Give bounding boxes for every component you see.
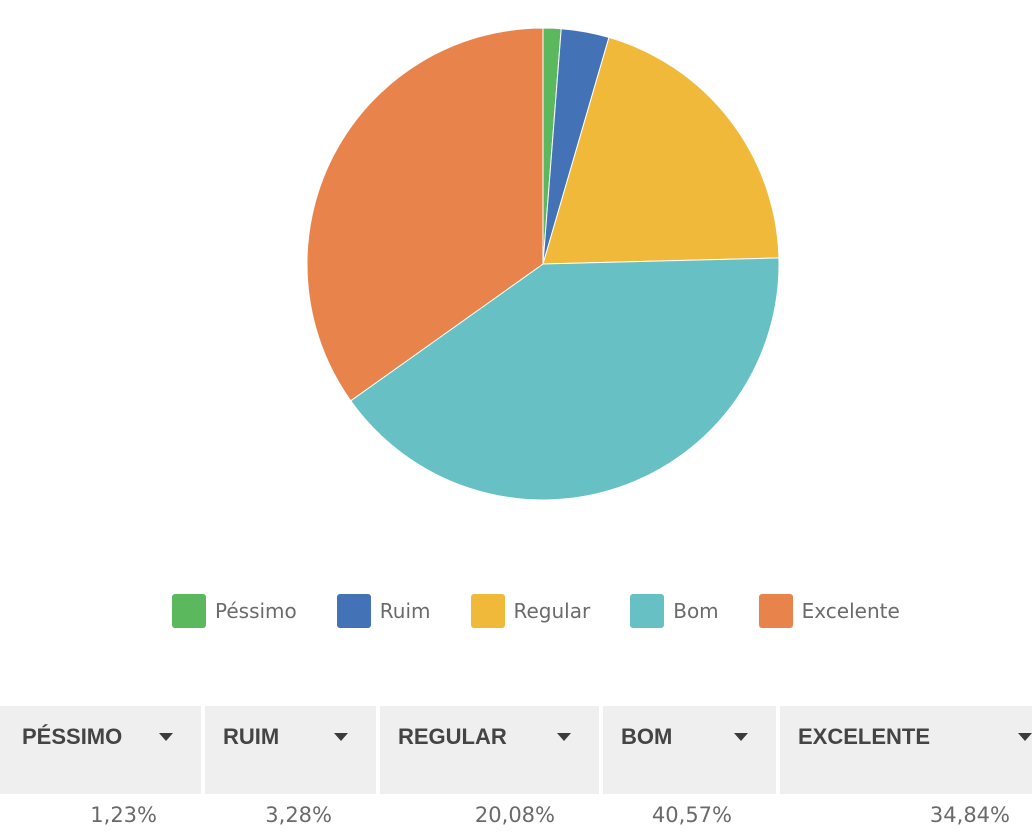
caret-down-icon[interactable] xyxy=(557,733,571,741)
column-header-excelente[interactable]: EXCELENTE xyxy=(776,706,1032,794)
legend-label-pessimo: Péssimo xyxy=(215,599,297,623)
table-cell-pessimo: 1,23% xyxy=(90,803,157,827)
table-header-row: PÉSSIMO RUIM REGULAR BOM xyxy=(0,706,1032,794)
table-cell-ruim: 3,28% xyxy=(265,803,332,827)
column-header-label: REGULAR xyxy=(398,724,507,749)
legend-label-ruim: Ruim xyxy=(379,599,431,623)
legend-swatch-bom xyxy=(630,594,665,628)
column-header-regular[interactable]: REGULAR xyxy=(376,706,601,794)
table-cell-excelente: 34,84% xyxy=(929,803,1010,827)
results-table: PÉSSIMO RUIM REGULAR BOM xyxy=(0,706,1032,836)
caret-down-icon[interactable] xyxy=(334,733,348,741)
chart-legend: Péssimo Ruim Regular Bom Excelente xyxy=(172,594,900,628)
column-header-label: BOM xyxy=(621,724,673,749)
legend-swatch-pessimo xyxy=(172,594,206,628)
legend-label-bom: Bom xyxy=(673,599,719,623)
caret-down-icon[interactable] xyxy=(159,733,173,741)
legend-swatch-excelente xyxy=(758,594,793,628)
legend-swatch-ruim xyxy=(336,594,371,628)
legend-swatch-regular xyxy=(470,594,505,628)
column-header-pessimo[interactable]: PÉSSIMO xyxy=(0,706,203,794)
legend-item-pessimo[interactable]: Péssimo xyxy=(172,594,297,628)
legend-label-regular: Regular xyxy=(513,599,591,623)
column-header-ruim[interactable]: RUIM xyxy=(201,706,378,794)
legend-item-excelente[interactable]: Excelente xyxy=(758,594,900,628)
legend-item-ruim[interactable]: Ruim xyxy=(336,594,431,628)
column-header-label: PÉSSIMO xyxy=(22,724,123,749)
pie-slice-bom[interactable] xyxy=(349,257,780,501)
table-cell-bom: 40,57% xyxy=(651,803,732,827)
legend-item-regular[interactable]: Regular xyxy=(470,594,591,628)
pie-slice-excelente[interactable] xyxy=(306,27,544,402)
table-cell-regular: 20,08% xyxy=(474,803,555,827)
column-header-label: RUIM xyxy=(223,724,280,749)
column-header-bom[interactable]: BOM xyxy=(599,706,778,794)
pie-slice-regular[interactable] xyxy=(542,36,780,265)
caret-down-icon[interactable] xyxy=(1018,733,1032,741)
caret-down-icon[interactable] xyxy=(734,733,748,741)
legend-label-excelente: Excelente xyxy=(801,599,900,623)
column-header-label: EXCELENTE xyxy=(798,724,931,749)
pie-chart xyxy=(306,27,780,501)
legend-item-bom[interactable]: Bom xyxy=(630,594,719,628)
table-row: 1,23% 3,28% 20,08% 40,57% 34,84% xyxy=(0,794,1032,836)
